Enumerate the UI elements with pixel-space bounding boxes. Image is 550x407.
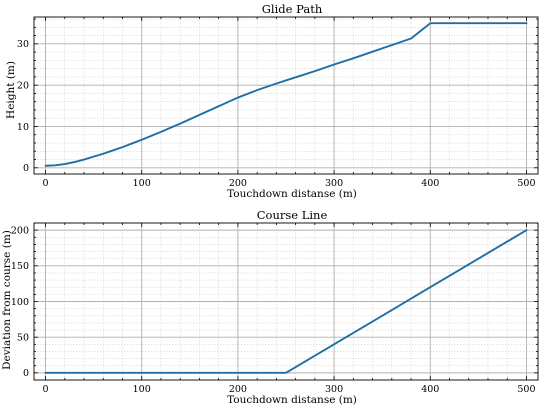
glide-path-x-tick-label: 200 <box>229 178 247 189</box>
course-line-ticks <box>34 222 538 381</box>
glide-path-panel: Glide Path 0 100 200 300 400 500 0 10 20 30 Touc… <box>5 2 539 200</box>
glide-path-major-grid <box>34 17 538 174</box>
course-line-y-tick-label: 50 <box>17 332 29 343</box>
glide-path-x-tick-label: 0 <box>43 178 49 189</box>
course-line-y-tick-label: 100 <box>11 297 29 308</box>
course-line-panel: Course Line 0 100 200 300 400 500 0 50 100 150 20… <box>1 208 539 406</box>
glide-path-x-tick-labels: 0 100 200 300 400 500 <box>43 178 536 189</box>
course-line-x-tick-label: 500 <box>517 384 535 395</box>
glide-path-x-tick-label: 400 <box>421 178 439 189</box>
course-line-title: Course Line <box>257 208 328 222</box>
glide-path-y-tick-label: 0 <box>23 163 29 174</box>
glide-path-title: Glide Path <box>262 2 323 16</box>
glide-path-y-tick-label: 20 <box>17 80 29 91</box>
course-line-y-tick-label: 200 <box>11 225 29 236</box>
glide-path-y-tick-label: 30 <box>17 39 29 50</box>
glide-path-x-axis-label: Touchdown distanse (m) <box>227 188 357 200</box>
course-line-y-axis-label: Deviation from course (m) <box>1 230 13 370</box>
glide-path-plot-frame <box>33 16 539 175</box>
course-line-x-tick-label: 300 <box>325 384 343 395</box>
glide-path-x-tick-label: 300 <box>325 178 343 189</box>
course-line-x-tick-label: 400 <box>421 384 439 395</box>
glide-path-y-axis-label: Height (m) <box>5 61 17 119</box>
course-line-x-tick-labels: 0 100 200 300 400 500 <box>43 384 536 395</box>
course-line-x-tick-label: 100 <box>133 384 151 395</box>
glide-path-minor-grid <box>34 17 538 174</box>
glide-path-x-tick-label: 100 <box>133 178 151 189</box>
course-line-y-tick-labels: 0 50 100 150 200 <box>11 225 29 379</box>
course-line-x-tick-label: 200 <box>229 384 247 395</box>
course-line-y-tick-label: 150 <box>11 261 29 272</box>
glide-path-y-tick-labels: 0 10 20 30 <box>17 39 29 174</box>
glide-path-ticks <box>34 17 538 174</box>
course-line-line <box>44 229 528 374</box>
course-line-x-tick-label: 0 <box>43 384 49 395</box>
course-line-major-grid <box>34 223 538 380</box>
course-line-x-axis-label: Touchdown distanse (m) <box>227 394 357 406</box>
glide-path-line <box>44 22 528 167</box>
glide-path-x-tick-label: 500 <box>517 178 535 189</box>
glide-path-y-tick-label: 10 <box>17 122 29 133</box>
course-line-y-tick-label: 0 <box>23 368 29 379</box>
